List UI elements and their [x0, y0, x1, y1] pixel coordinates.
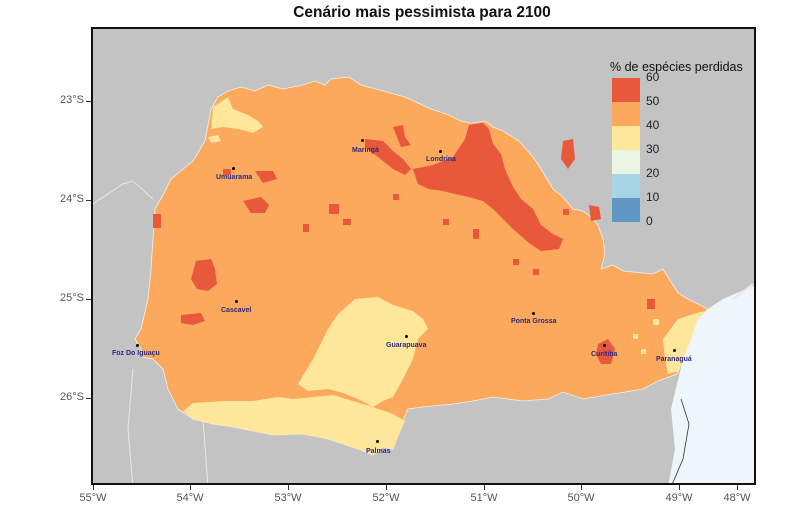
city-marker-palmas	[376, 440, 379, 443]
x-tick-mark	[93, 485, 94, 490]
map-canvas	[93, 76, 754, 483]
y-tick-mark	[86, 398, 91, 399]
city-marker-foz-do-iguacu	[136, 344, 139, 347]
city-label-maringa: Maringá	[352, 147, 379, 154]
city-marker-ponta-grossa	[532, 312, 535, 315]
legend-swatch-0-10	[612, 198, 640, 222]
city-label-paranagua: Paranaguá	[656, 356, 692, 363]
x-tick-mark	[679, 485, 680, 490]
legend-title: % de espécies perdidas	[610, 60, 743, 74]
x-tick-label: 48°W	[723, 492, 751, 504]
x-tick-mark	[737, 485, 738, 490]
x-tick-label: 49°W	[665, 492, 693, 504]
y-tick-mark	[86, 101, 91, 102]
city-label-cascavel: Cascavel	[221, 307, 252, 314]
y-tick-label: 23°S	[60, 94, 84, 106]
x-tick-label: 52°W	[372, 492, 400, 504]
legend-swatch-40-50	[612, 102, 640, 126]
legend-label: 50	[646, 94, 660, 108]
legend: % de espécies perdidas 60 50 40 30 20 10…	[610, 60, 743, 236]
city-label-foz-do-iguacu: Foz Do Iguaçu	[112, 350, 160, 357]
city-marker-paranagua	[673, 349, 676, 352]
legend-swatch-20-30	[612, 150, 640, 174]
city-marker-umuarama	[232, 167, 235, 170]
legend-swatch-30-40	[612, 126, 640, 150]
coastline	[672, 398, 690, 483]
legend-swatch-10-20	[612, 174, 640, 198]
legend-label: 20	[646, 166, 660, 180]
city-marker-londrina	[439, 150, 442, 153]
x-tick-label: 55°W	[79, 492, 107, 504]
x-tick-mark	[581, 485, 582, 490]
city-label-londrina: Londrina	[426, 156, 456, 163]
y-tick-label: 26°S	[60, 391, 84, 403]
legend-swatch-50-60	[612, 78, 640, 102]
border-line	[732, 283, 754, 300]
x-tick-mark	[288, 485, 289, 490]
class-50-60-regions	[153, 123, 655, 364]
x-tick-mark	[386, 485, 387, 490]
city-label-umuarama: Umuarama	[216, 174, 253, 181]
x-tick-mark	[484, 485, 485, 490]
city-marker-cascavel	[235, 300, 238, 303]
x-tick-label: 54°W	[176, 492, 204, 504]
y-tick-mark	[86, 200, 91, 201]
city-label-ponta-grossa: Ponta Grossa	[511, 318, 557, 325]
legend-label: 40	[646, 118, 660, 132]
x-tick-label: 51°W	[470, 492, 498, 504]
city-label-guarapuava: Guarapuava	[386, 342, 427, 349]
x-tick-label: 53°W	[274, 492, 302, 504]
chart-title: Cenário mais pessimista para 2100	[293, 4, 551, 21]
city-label-palmas: Palmas	[366, 448, 391, 455]
city-label-curitiba: Curitiba	[591, 351, 618, 358]
legend-label: 60	[646, 70, 660, 84]
border-line	[127, 368, 134, 483]
map-panel	[91, 27, 756, 485]
border-line	[202, 418, 209, 483]
legend-label: 30	[646, 142, 660, 156]
y-tick-label: 24°S	[60, 193, 84, 205]
x-tick-label: 50°W	[567, 492, 595, 504]
border-line	[93, 180, 154, 205]
legend-label: 10	[646, 190, 660, 204]
city-marker-maringa	[361, 139, 364, 142]
legend-label: 0	[646, 214, 653, 228]
x-tick-mark	[190, 485, 191, 490]
y-tick-mark	[86, 299, 91, 300]
city-marker-guarapuava	[405, 335, 408, 338]
class-30-40-regions	[183, 97, 705, 455]
y-tick-label: 25°S	[60, 292, 84, 304]
city-marker-curitiba	[603, 344, 606, 347]
